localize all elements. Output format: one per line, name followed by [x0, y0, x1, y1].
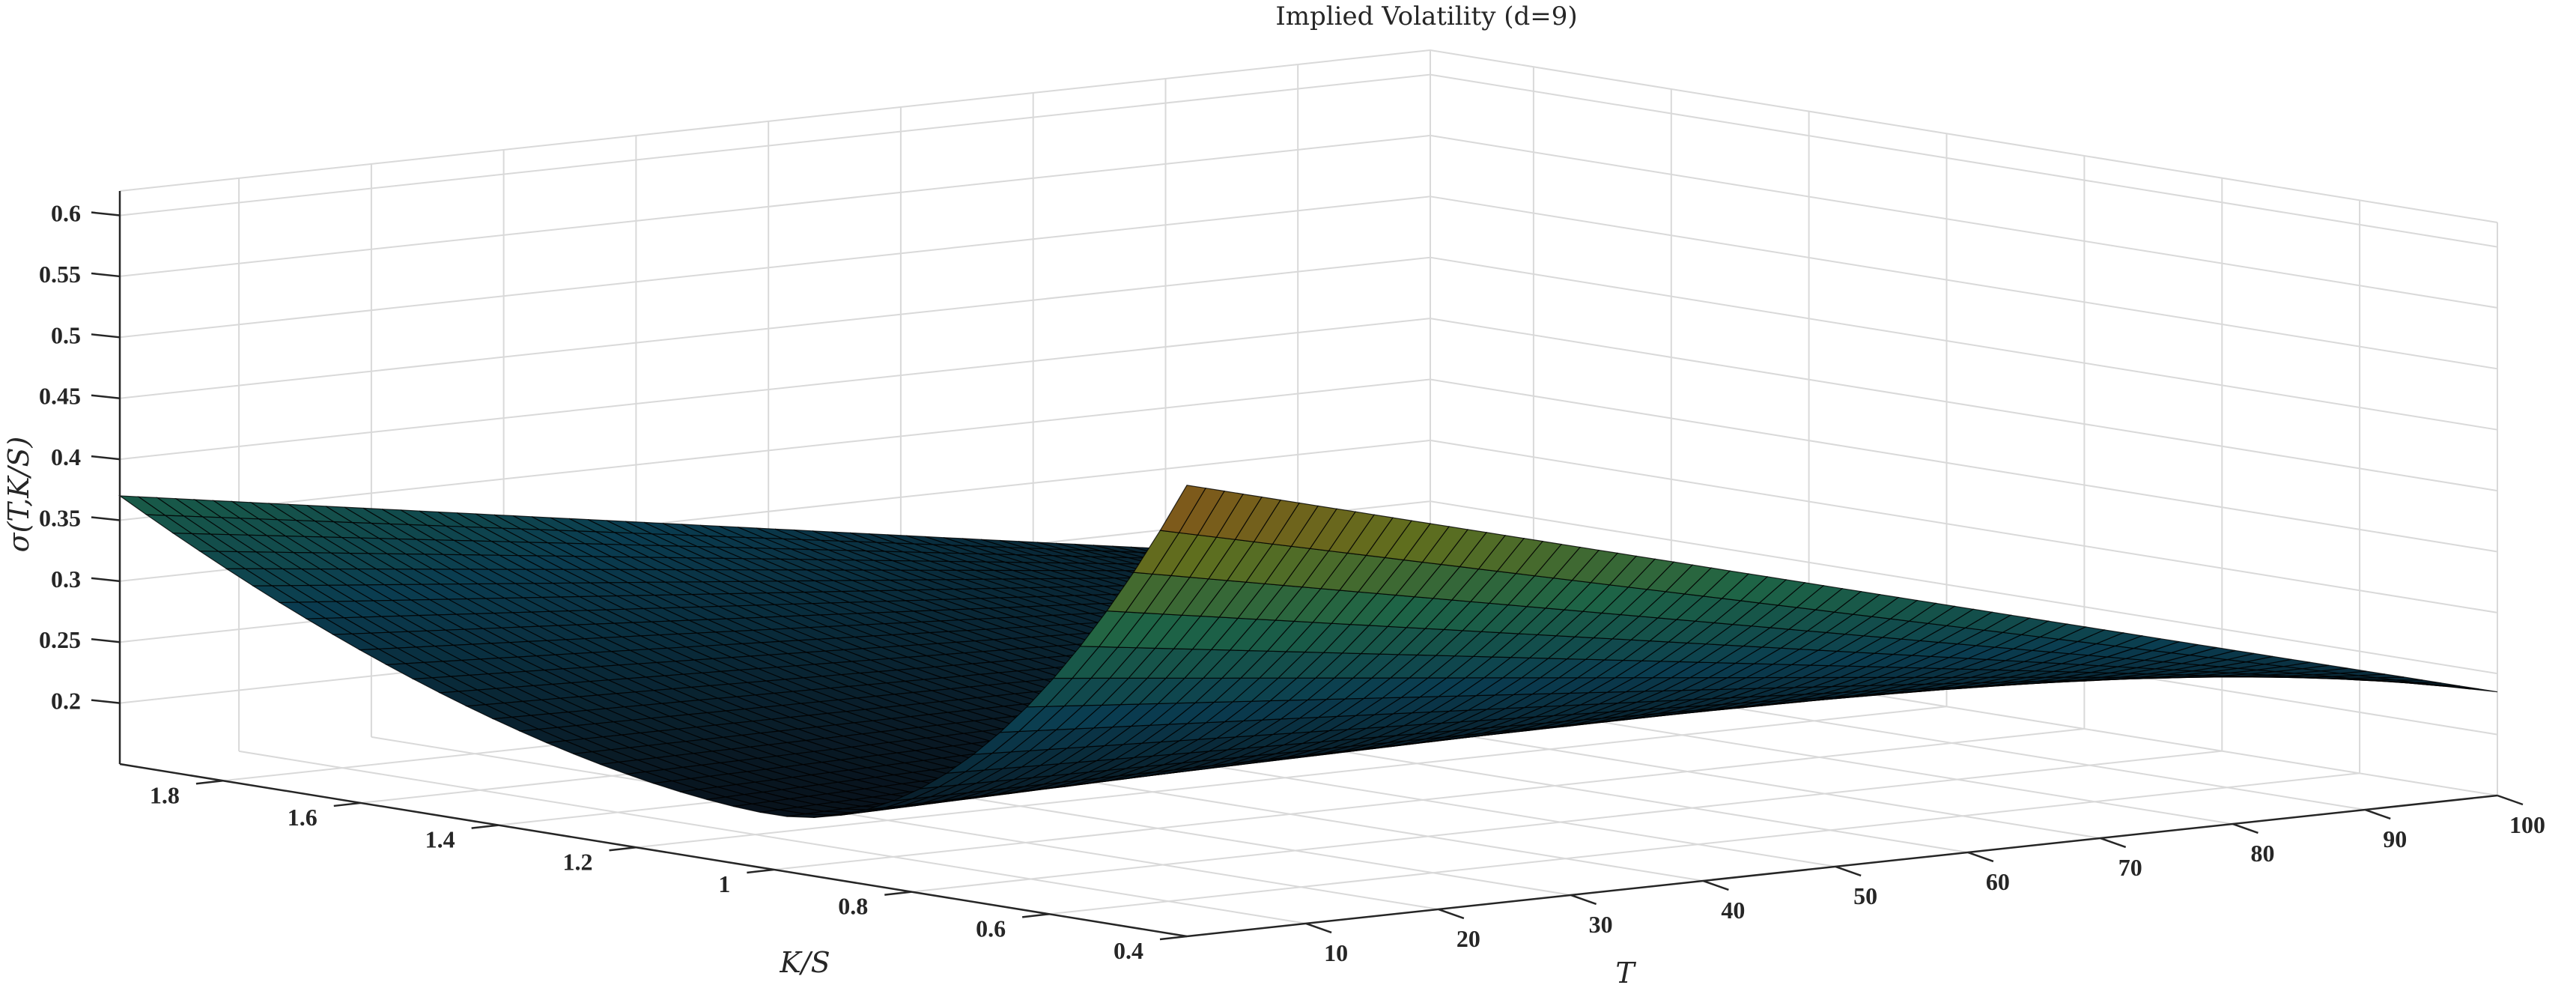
surface	[118, 485, 2498, 819]
z-tick-label: 0.35	[39, 504, 81, 531]
z-tick-mark	[91, 211, 121, 216]
x-tick-mark	[2100, 837, 2127, 849]
x-tick-mark	[2364, 808, 2391, 820]
chart-title: Implied Volatility (d=9)	[1275, 1, 1577, 31]
z-tick-mark	[91, 394, 121, 399]
grid-line-z-back	[1430, 196, 2498, 370]
z-tick-mark	[91, 577, 121, 583]
z-tick-label: 0.25	[39, 626, 81, 653]
grid-box-top	[119, 49, 2498, 223]
x-axis-line	[1186, 794, 2498, 938]
y-tick-mark	[471, 824, 499, 829]
z-tick-label: 0.4	[51, 443, 81, 470]
z-tick-label: 0.45	[39, 383, 81, 410]
x-tick-label: 70	[2118, 854, 2142, 881]
y-tick-label: 0.8	[838, 893, 868, 920]
grid-line-z-back	[1430, 439, 2498, 613]
grid-line-z-back	[1430, 256, 2498, 431]
x-tick-mark	[1570, 894, 1597, 906]
grid-line-t-floor	[371, 736, 1439, 910]
z-tick-mark	[91, 699, 121, 704]
grid-line-z-side	[119, 73, 1431, 216]
x-tick-label: 60	[1986, 868, 2010, 895]
y-tick-mark	[1021, 913, 1050, 918]
x-tick-label: 80	[2250, 840, 2274, 867]
grid-line-z-side	[119, 134, 1431, 277]
y-tick-label: 1.2	[563, 848, 593, 875]
y-tick-mark	[1159, 935, 1188, 941]
grid-lines	[119, 49, 2498, 937]
y-tick-label: 0.6	[976, 915, 1006, 942]
grid-line-z-back	[1430, 73, 2498, 248]
z-tick-mark	[91, 637, 121, 643]
x-tick-mark	[1967, 851, 1994, 863]
grid-line-z-side	[119, 378, 1431, 521]
grid-line-z-side	[119, 318, 1431, 461]
surface-patch	[1159, 485, 1206, 533]
x-tick-label: 90	[2383, 825, 2407, 852]
y-tick-label: 1	[718, 870, 730, 897]
x-tick-mark	[1305, 922, 1332, 934]
z-axis-label: σ(T,K/S)	[2, 437, 35, 553]
axes	[91, 191, 2524, 941]
x-tick-mark	[1835, 865, 1862, 877]
grid-line-z-back	[1430, 500, 2498, 675]
y-tick-label: 1.4	[425, 826, 455, 853]
x-tick-label: 40	[1721, 897, 1745, 924]
grid-line-k-floor	[911, 750, 2223, 893]
x-tick-mark	[2232, 822, 2258, 834]
x-tick-label: 30	[1589, 911, 1613, 938]
y-tick-mark	[747, 868, 774, 874]
grid-line-k-floor	[774, 728, 2085, 870]
x-tick-label: 50	[1853, 882, 1877, 909]
tick-labels: 0.2 0.25 0.3 0.35 0.4 0.45 0.5 0.55 0.6 1.8 1.6 1.4…	[39, 200, 2545, 966]
z-tick-mark	[91, 272, 121, 278]
x-tick-mark	[1702, 879, 1729, 891]
grid-line-t-floor	[238, 750, 1307, 924]
grid-line-k-floor	[636, 706, 1947, 849]
y-tick-label: 1.6	[288, 804, 318, 831]
y-tick-mark	[195, 780, 224, 785]
z-tick-label: 0.3	[51, 566, 81, 593]
x-tick-mark	[1438, 908, 1465, 920]
z-tick-mark	[91, 516, 121, 521]
x-tick-mark	[2497, 794, 2524, 806]
grid-line-z-back	[1430, 378, 2498, 553]
grid-line-z-back	[1430, 318, 2498, 492]
y-tick-label: 0.4	[1114, 937, 1143, 964]
grid-line-z-side	[119, 196, 1431, 339]
z-tick-mark	[91, 333, 121, 339]
y-tick-mark	[609, 846, 637, 852]
y-tick-mark	[884, 891, 912, 896]
z-tick-label: 0.6	[51, 200, 81, 227]
grid-line-z-side	[119, 256, 1431, 399]
x-tick-label: 10	[1324, 939, 1348, 966]
grid-line-k-floor	[1048, 772, 2360, 915]
x-axis-label: T	[1615, 957, 1636, 990]
y-axis-line	[119, 763, 1188, 938]
z-tick-label: 0.2	[51, 688, 81, 715]
grid-line-z-back	[1430, 134, 2498, 309]
z-tick-label: 0.5	[51, 321, 81, 348]
y-axis-label: K/S	[779, 946, 830, 979]
z-tick-label: 0.55	[39, 261, 81, 288]
y-tick-label: 1.8	[150, 781, 180, 808]
x-tick-label: 100	[2509, 811, 2545, 838]
y-tick-mark	[333, 801, 361, 807]
x-tick-label: 20	[1456, 925, 1480, 952]
z-tick-mark	[91, 455, 121, 461]
